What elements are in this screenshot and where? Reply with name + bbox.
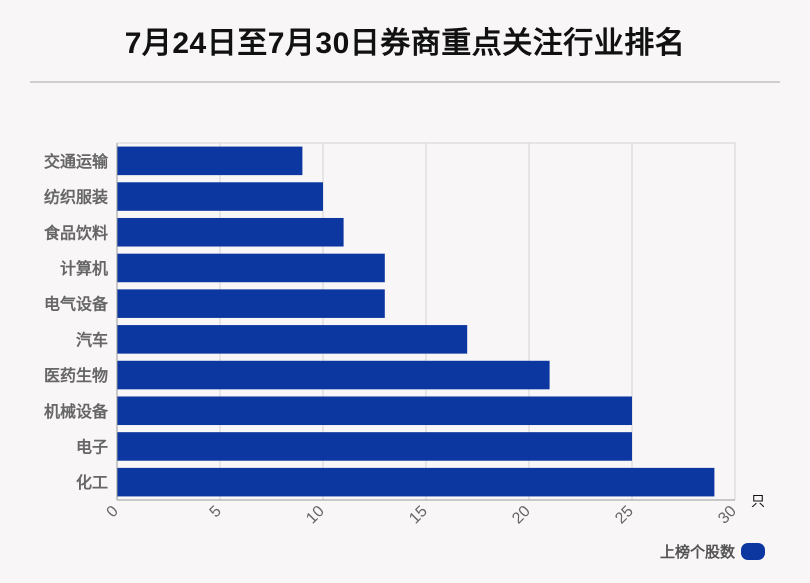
legend-label: 上榜个股数: [660, 544, 736, 561]
x-axis-unit: 只: [751, 493, 765, 509]
category-label-3: 计算机: [60, 259, 108, 278]
category-label-0: 交通运输: [44, 152, 109, 171]
bars: [117, 146, 715, 497]
bar-8[interactable]: [117, 432, 632, 461]
category-label-1: 纺织服装: [44, 188, 108, 207]
chart-title: 7月24日至7月30日券商重点关注行业排名: [124, 27, 686, 60]
bar-6[interactable]: [117, 360, 550, 390]
legend-swatch: [741, 543, 766, 560]
bar-3[interactable]: [117, 253, 385, 283]
bar-5[interactable]: [117, 325, 468, 354]
category-label-6: 医药生物: [44, 366, 108, 385]
x-tick-label-1: 5: [207, 503, 225, 521]
axes: [116, 143, 735, 501]
title-divider: [30, 81, 780, 83]
category-label-5: 汽车: [76, 330, 108, 349]
bar-0[interactable]: [117, 146, 303, 176]
x-tick-label-4: 20: [509, 503, 534, 528]
x-tick-label-5: 25: [612, 503, 637, 528]
bar-2[interactable]: [117, 217, 344, 247]
bar-1[interactable]: [117, 182, 323, 211]
bar-9[interactable]: [117, 467, 715, 497]
category-label-7: 机械设备: [44, 402, 109, 421]
bar-4[interactable]: [117, 289, 385, 318]
x-tick-label-0: 0: [104, 503, 122, 521]
x-axis-labels: 0 5 10 15 20 25 30: [104, 503, 740, 528]
category-label-2: 食品饮料: [43, 223, 108, 242]
category-label-4: 电气设备: [44, 295, 109, 314]
category-label-8: 电子: [76, 437, 108, 456]
x-tick-label-6: 30: [715, 503, 740, 528]
legend[interactable]: 上榜个股数: [660, 541, 766, 562]
x-tick-label-2: 10: [303, 503, 328, 528]
bar-7[interactable]: [117, 396, 632, 426]
x-tick-label-3: 15: [406, 503, 431, 528]
category-label-9: 化工: [76, 473, 108, 492]
